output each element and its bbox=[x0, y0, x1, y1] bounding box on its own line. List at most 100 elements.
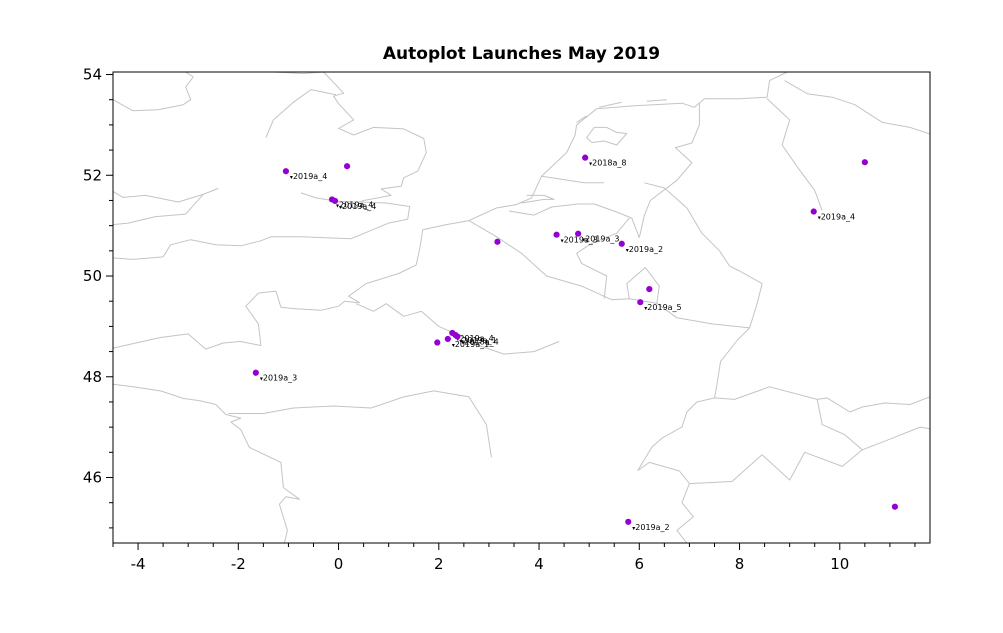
x-tick-label: 0 bbox=[334, 555, 344, 573]
point-label-text: 2019a_4 bbox=[293, 172, 327, 181]
map-outline bbox=[228, 390, 492, 458]
point-label-text: 2019a_5 bbox=[647, 303, 681, 312]
point-label-text: 2019a_3 bbox=[263, 374, 297, 383]
map-outline bbox=[113, 383, 300, 543]
point-label-text: 2019a_1 bbox=[462, 336, 496, 345]
x-tick-label: 6 bbox=[635, 555, 645, 573]
map-outlines bbox=[113, 72, 930, 543]
map-outline bbox=[113, 72, 788, 350]
data-point[interactable] bbox=[861, 159, 868, 166]
data-point[interactable] bbox=[810, 208, 817, 215]
point-label-marker-icon: ▾ bbox=[339, 204, 342, 211]
y-tick-label: 52 bbox=[83, 166, 102, 184]
point-label-text: 2019a_2 bbox=[635, 523, 669, 532]
map-outline bbox=[265, 89, 337, 138]
map-outline bbox=[468, 220, 751, 398]
point-label-marker-icon: ▾ bbox=[632, 525, 635, 532]
map-outline bbox=[508, 203, 640, 238]
point-label-text: 2019a_3 bbox=[564, 236, 598, 245]
point-label-marker-icon: ▾ bbox=[260, 376, 263, 383]
x-tick-label: 4 bbox=[534, 555, 544, 573]
data-point[interactable] bbox=[553, 231, 560, 238]
map-outline bbox=[637, 386, 863, 485]
map-outline bbox=[355, 303, 560, 355]
map-outline bbox=[521, 194, 555, 204]
map-outline bbox=[300, 192, 360, 203]
point-label: ▾2019a_4 bbox=[339, 202, 376, 211]
point-label: ▾2019a_4 bbox=[290, 172, 327, 181]
point-label: ▾2019a_1 bbox=[459, 336, 496, 345]
map-outline bbox=[113, 194, 204, 226]
map-outline bbox=[586, 126, 628, 146]
data-point[interactable] bbox=[646, 286, 653, 293]
map-outline bbox=[784, 80, 930, 135]
point-label: ▾2018a_4 bbox=[461, 337, 498, 346]
data-point[interactable] bbox=[891, 503, 899, 510]
point-label: ▾2019a_4 bbox=[818, 213, 855, 222]
point-label-text: 2019a_4 bbox=[821, 213, 855, 222]
map-outline bbox=[576, 115, 587, 123]
point-label-text: 2018a_8 bbox=[592, 159, 626, 168]
point-label-marker-icon: ▾ bbox=[459, 338, 462, 345]
map-outline bbox=[676, 483, 694, 543]
map-outline bbox=[817, 396, 930, 413]
map-outline bbox=[766, 98, 823, 211]
map-outline bbox=[113, 72, 427, 260]
point-label-marker-icon: ▾ bbox=[582, 237, 585, 244]
point-label: ▾2019a_3 bbox=[582, 235, 619, 244]
map-outline bbox=[113, 187, 219, 203]
point-label-text: 2019a_4 bbox=[459, 334, 493, 343]
point-label-text: 2019a_4 bbox=[339, 200, 373, 209]
point-label-text: 2018a_4 bbox=[464, 337, 498, 346]
point-label: ▾2019a_5 bbox=[644, 303, 681, 312]
map-outline bbox=[599, 101, 622, 108]
point-label-marker-icon: ▾ bbox=[818, 215, 821, 222]
chart-title: Autoplot Launches May 2019 bbox=[382, 44, 661, 64]
data-point[interactable] bbox=[637, 299, 644, 306]
data-point[interactable] bbox=[331, 197, 339, 205]
point-label: ▾2019a_1 bbox=[452, 340, 489, 349]
data-point[interactable] bbox=[618, 240, 625, 247]
point-label: ▾2019a_2 bbox=[632, 523, 669, 532]
map-outline bbox=[113, 72, 194, 112]
x-tick-label: -4 bbox=[131, 555, 146, 573]
x-tick-label: 10 bbox=[830, 555, 849, 573]
point-label-marker-icon: ▾ bbox=[461, 339, 464, 346]
axis-ticks bbox=[106, 74, 916, 550]
data-point[interactable] bbox=[575, 230, 582, 237]
data-points: ▾2019a_4▾2019a_4▾2019a_4▾2019a_3▾2019a_3… bbox=[252, 154, 899, 532]
data-point[interactable] bbox=[582, 154, 589, 161]
data-point[interactable] bbox=[625, 518, 632, 525]
point-label-text: 2019a_3 bbox=[585, 235, 619, 244]
x-tick-label: -2 bbox=[231, 555, 246, 573]
point-label-marker-icon: ▾ bbox=[561, 238, 564, 245]
map-outline bbox=[862, 426, 930, 451]
y-tick-label: 48 bbox=[83, 368, 102, 386]
point-label-marker-icon: ▾ bbox=[626, 247, 629, 254]
point-label: ▾2018a_8 bbox=[589, 159, 626, 168]
y-tick-label: 46 bbox=[83, 469, 102, 487]
data-point[interactable] bbox=[252, 369, 259, 376]
data-point[interactable] bbox=[434, 339, 441, 346]
point-label-marker-icon: ▾ bbox=[452, 342, 455, 349]
point-label: ▾2019a_4 bbox=[336, 200, 373, 209]
map-outline bbox=[644, 182, 763, 329]
data-point[interactable] bbox=[454, 333, 461, 340]
point-label-marker-icon: ▾ bbox=[589, 161, 592, 168]
y-tick-label: 50 bbox=[83, 267, 102, 285]
x-tick-label: 2 bbox=[434, 555, 444, 573]
plot-border bbox=[112, 71, 931, 544]
map-outline bbox=[576, 217, 630, 299]
map-outline bbox=[638, 103, 700, 238]
data-point[interactable] bbox=[494, 238, 501, 245]
y-tick-label: 54 bbox=[83, 66, 102, 84]
point-label: ▾2019a_2 bbox=[626, 245, 663, 254]
point-label-marker-icon: ▾ bbox=[290, 174, 293, 181]
data-point[interactable] bbox=[444, 335, 451, 343]
data-point[interactable] bbox=[282, 168, 290, 175]
data-point[interactable] bbox=[343, 163, 351, 170]
